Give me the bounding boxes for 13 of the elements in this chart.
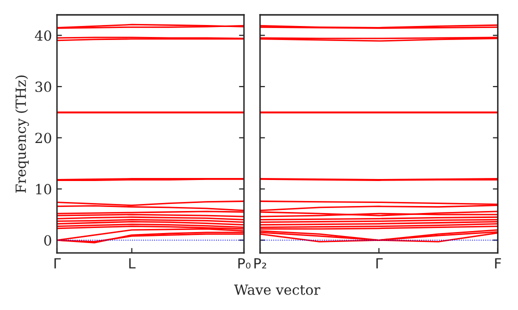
x-tick-label: Γ: [54, 258, 61, 268]
y-tick-label: 30: [36, 82, 52, 92]
x-tick-label: Γ: [376, 258, 383, 268]
y-tick-label: 20: [35, 132, 52, 144]
x-tick-label: P₂: [254, 258, 266, 268]
y-axis-title: Frequency (THz): [15, 75, 29, 193]
y-tick-label: 0: [44, 235, 52, 246]
x-tick-label: L: [129, 258, 136, 268]
y-tick-label: 40: [34, 30, 52, 41]
x-tick-label: F: [495, 258, 501, 268]
x-axis-title: Wave vector: [234, 284, 320, 295]
y-tick-label: 10: [36, 184, 52, 194]
x-tick-label: P₀: [238, 258, 250, 269]
